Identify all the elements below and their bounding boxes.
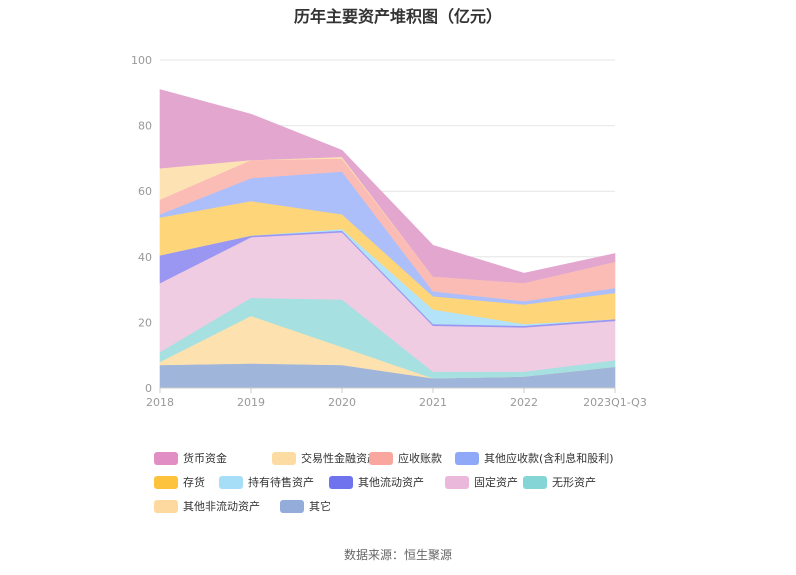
- legend-label: 其他非流动资产: [183, 499, 260, 513]
- data-source-note: 数据来源：恒生聚源: [343, 548, 452, 562]
- legend-swatch: [369, 452, 393, 465]
- y-tick-label: 60: [138, 185, 152, 198]
- legend-swatch: [280, 500, 304, 513]
- legend-label: 货币资金: [183, 451, 227, 465]
- x-tick-label: 2020: [328, 396, 356, 409]
- legend-item[interactable]: 其他流动资产: [329, 475, 424, 489]
- legend-label: 存货: [183, 475, 205, 489]
- legend-swatch: [445, 476, 469, 489]
- x-tick-label: 2023Q1-Q3: [583, 396, 647, 409]
- area-series-10: [159, 89, 616, 284]
- legend-label: 应收账款: [398, 451, 442, 465]
- legend-swatch: [329, 476, 353, 489]
- x-tick-label: 2019: [237, 396, 265, 409]
- legend-item[interactable]: 货币资金: [154, 451, 227, 465]
- x-tick-label: 2021: [419, 396, 447, 409]
- legend-item[interactable]: 固定资产: [445, 475, 518, 489]
- legend-item[interactable]: 存货: [154, 475, 205, 489]
- legend-swatch: [219, 476, 243, 489]
- legend-label: 固定资产: [474, 475, 518, 489]
- legend-item[interactable]: 交易性金融资产: [272, 451, 378, 465]
- legend-item[interactable]: 其他应收款(含利息和股利): [455, 451, 614, 465]
- legend-swatch: [154, 500, 178, 513]
- legend-label: 其它: [309, 499, 331, 513]
- legend-item[interactable]: 应收账款: [369, 451, 442, 465]
- legend-item[interactable]: 持有待售资产: [219, 475, 314, 489]
- y-tick-label: 40: [138, 251, 152, 264]
- y-tick-label: 0: [145, 382, 152, 395]
- legend-item[interactable]: 无形资产: [523, 475, 596, 489]
- y-tick-label: 100: [131, 54, 152, 67]
- legend-label: 无形资产: [552, 475, 596, 489]
- legend-item[interactable]: 其它: [280, 499, 331, 513]
- x-tick-label: 2022: [510, 396, 538, 409]
- legend-label: 交易性金融资产: [301, 451, 378, 465]
- y-tick-label: 80: [138, 120, 152, 133]
- area-layer: [159, 89, 616, 389]
- legend-swatch: [523, 476, 547, 489]
- legend-label: 持有待售资产: [248, 475, 314, 489]
- legend-item[interactable]: 其他非流动资产: [154, 499, 260, 513]
- y-tick-label: 20: [138, 316, 152, 329]
- legend-layer: 货币资金 交易性金融资产 应收账款 其他应收款(含利息和股利) 存货 持有待售资产 其他流动…: [154, 451, 614, 513]
- legend-label: 其他流动资产: [358, 475, 424, 489]
- legend-swatch: [154, 452, 178, 465]
- chart-title: 历年主要资产堆积图（亿元）: [293, 7, 502, 26]
- legend-swatch: [455, 452, 479, 465]
- legend-swatch: [272, 452, 296, 465]
- x-tick-label: 2018: [146, 396, 174, 409]
- axis-layer: 0 20 40 60 80 100 2018 2019 2020 2021 2022 2023Q1-Q…: [131, 54, 647, 409]
- legend-label: 其他应收款(含利息和股利): [484, 451, 614, 465]
- legend-swatch: [154, 476, 178, 489]
